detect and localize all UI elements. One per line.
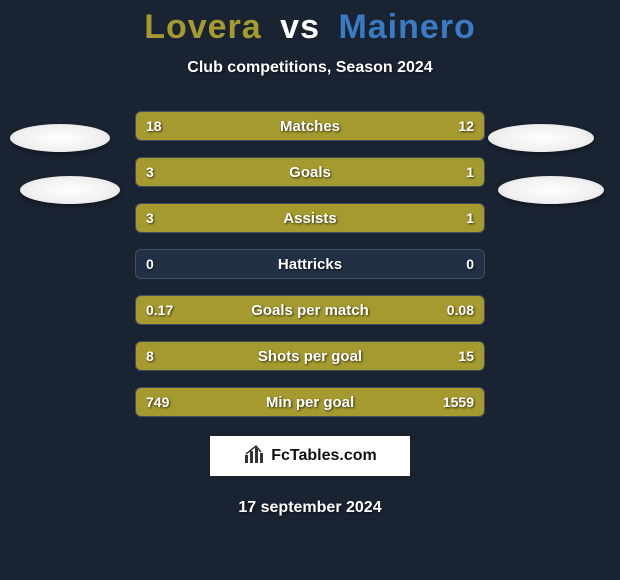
stat-bar-right <box>397 158 484 186</box>
stat-row: 0.170.08Goals per match <box>135 295 485 325</box>
stats-comparison: 1812Matches 31Goals 31Assists 0 0Hattricks 0.… <box>0 111 620 417</box>
stat-bar-left <box>136 158 397 186</box>
title-vs: vs <box>280 8 320 46</box>
stat-bar-right <box>345 112 484 140</box>
stat-row: 0 0Hattricks <box>135 249 485 279</box>
title-player-right: Mainero <box>338 8 475 46</box>
decorative-ellipse <box>20 176 120 204</box>
title-player-left: Lovera <box>144 8 262 46</box>
decorative-ellipse <box>488 124 594 152</box>
bar-chart-icon <box>243 443 265 470</box>
stat-value-left: 0 <box>146 250 154 278</box>
stat-bar-left <box>136 112 345 140</box>
stat-bar-right <box>258 342 484 370</box>
stat-row: 31Goals <box>135 157 485 187</box>
stat-label: Hattricks <box>136 250 484 278</box>
stat-value-right: 0 <box>466 250 474 278</box>
stat-row: 815Shots per goal <box>135 341 485 371</box>
stat-bar-right <box>397 204 484 232</box>
page-title: Lovera vs Mainero <box>0 0 620 47</box>
subtitle: Club competitions, Season 2024 <box>0 59 620 77</box>
stat-bar-left <box>136 296 373 324</box>
stat-row: 7491559Min per goal <box>135 387 485 417</box>
stat-bar-left <box>136 204 397 232</box>
stat-row: 1812Matches <box>135 111 485 141</box>
decorative-ellipse <box>498 176 604 204</box>
stat-bar-right <box>247 388 484 416</box>
decorative-ellipse <box>10 124 110 152</box>
logo-text: FcTables.com <box>271 447 377 465</box>
fctables-logo: FcTables.com <box>209 435 411 477</box>
stat-row: 31Assists <box>135 203 485 233</box>
date-label: 17 september 2024 <box>0 499 620 517</box>
stat-bar-left <box>136 342 258 370</box>
stat-bar-left <box>136 388 247 416</box>
stat-bar-right <box>373 296 484 324</box>
